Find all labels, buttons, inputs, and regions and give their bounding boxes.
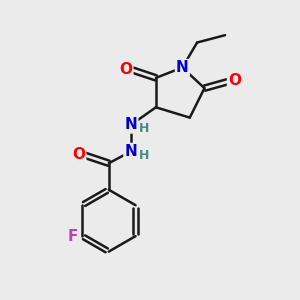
Text: H: H [139,122,149,135]
Text: O: O [228,73,241,88]
Text: N: N [176,60,189,75]
Text: O: O [119,61,132,76]
Text: F: F [68,229,79,244]
Text: N: N [124,144,137,159]
Text: O: O [72,147,85,162]
Text: N: N [124,118,137,133]
Text: H: H [139,148,149,161]
